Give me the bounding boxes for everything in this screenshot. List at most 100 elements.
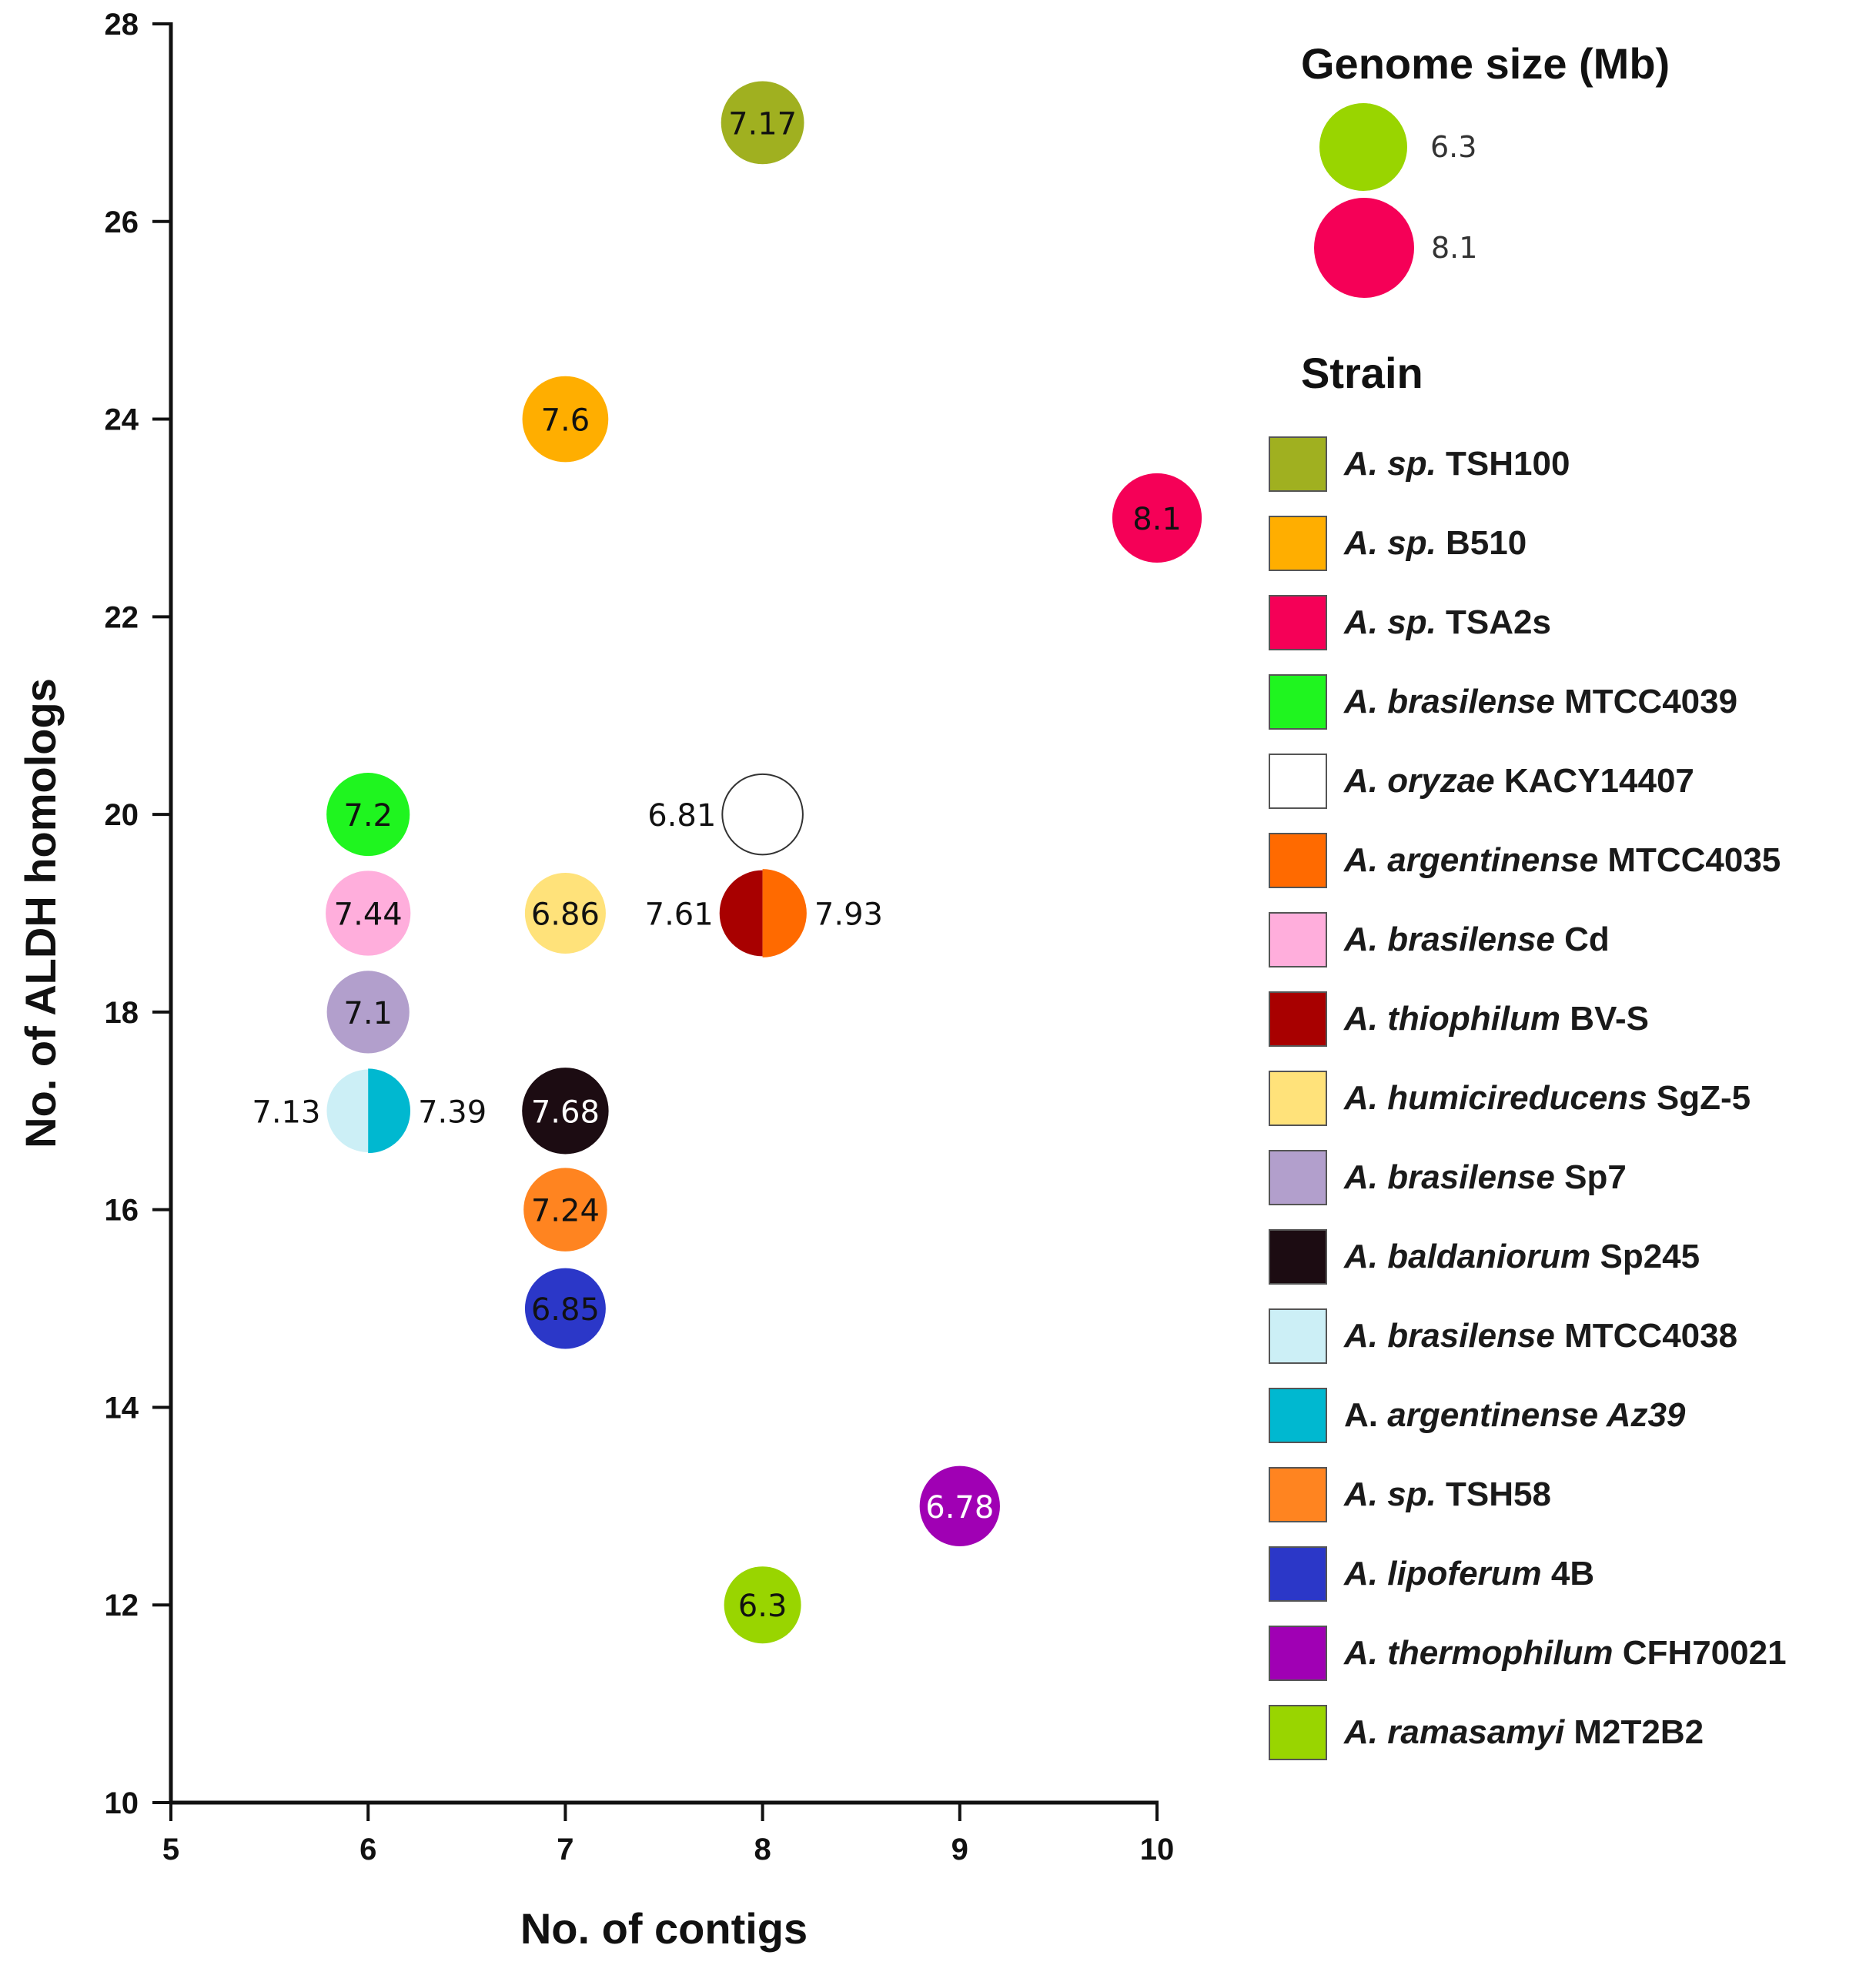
legend-item: A. lipoferum 4B xyxy=(1269,1534,1787,1613)
legend-label: A. sp. TSH58 xyxy=(1344,1475,1551,1513)
bubble-label: 7.61 xyxy=(645,897,714,933)
legend-swatch xyxy=(1269,515,1327,571)
bubble-sp7 xyxy=(326,971,410,1054)
legend-swatch xyxy=(1269,1070,1327,1126)
bubble-sp245 xyxy=(522,1068,609,1155)
legend-item: A. sp. TSH58 xyxy=(1269,1455,1787,1534)
legend-label: A. thermophilum CFH70021 xyxy=(1344,1633,1787,1672)
bubble-tsa2s xyxy=(1112,473,1202,563)
x-tick-label: 5 xyxy=(162,1833,179,1866)
legend-item: A. sp. TSH100 xyxy=(1269,424,1787,503)
y-tick-label: 24 xyxy=(105,403,139,437)
bubble-label: 7.2 xyxy=(343,798,393,834)
legend-label: A. ramasamyi M2T2B2 xyxy=(1344,1713,1704,1751)
legend-label: A. humicireducens SgZ-5 xyxy=(1344,1078,1751,1117)
size-legend-circle-small xyxy=(1319,103,1407,191)
bubble-label: 6.81 xyxy=(647,798,716,834)
legend-item: A. thiophilum BV-S xyxy=(1269,979,1787,1058)
legend-label: A. oryzae KACY14407 xyxy=(1344,761,1694,800)
x-tick-label: 9 xyxy=(951,1833,968,1866)
legend-item: A. humicireducens SgZ-5 xyxy=(1269,1058,1787,1138)
legend-label: A. argentinense MTCC4035 xyxy=(1344,840,1781,879)
legend-label: A. brasilense MTCC4039 xyxy=(1344,682,1738,720)
x-tick-label: 6 xyxy=(359,1833,376,1866)
bubble-label: 7.1 xyxy=(343,996,393,1031)
bubble-label: 7.6 xyxy=(541,403,590,439)
legend-swatch xyxy=(1269,991,1327,1047)
legend-item: A. sp. B510 xyxy=(1269,503,1787,583)
legend-swatch xyxy=(1269,1308,1327,1364)
size-legend-item-large: 8.1 xyxy=(1314,198,1477,298)
size-legend-label-small: 6.3 xyxy=(1430,130,1477,164)
y-tick-label: 12 xyxy=(105,1589,139,1622)
genome-size-legend-title: Genome size (Mb) xyxy=(1301,39,1670,88)
bubble-tsh100 xyxy=(721,81,804,165)
x-tick-label: 8 xyxy=(754,1833,771,1866)
legend-label: A. thiophilum BV-S xyxy=(1344,999,1649,1038)
bubble-4b xyxy=(524,1268,606,1349)
bubble-bv-s xyxy=(719,870,763,957)
legend-item: A. brasilense MTCC4039 xyxy=(1269,662,1787,741)
x-tick-label: 7 xyxy=(557,1833,574,1866)
legend-item: A. brasilense MTCC4038 xyxy=(1269,1296,1787,1375)
bubble-label: 6.3 xyxy=(738,1589,788,1624)
size-legend-label-large: 8.1 xyxy=(1431,231,1478,265)
legend-item: A. brasilense Cd xyxy=(1269,900,1787,979)
bubble-m2t2b2 xyxy=(724,1566,801,1644)
legend-swatch xyxy=(1269,1387,1327,1443)
legend-item: A. baldaniorum Sp245 xyxy=(1269,1217,1787,1296)
legend-item: A. oryzae KACY14407 xyxy=(1269,741,1787,820)
bubble-mtcc4038 xyxy=(326,1069,369,1153)
legend-swatch xyxy=(1269,1704,1327,1760)
y-tick-label: 10 xyxy=(105,1786,139,1820)
bubble-cd xyxy=(326,871,411,956)
legend-item: A. thermophilum CFH70021 xyxy=(1269,1613,1787,1693)
legend-label: A. brasilense Cd xyxy=(1344,920,1610,958)
legend-swatch xyxy=(1269,1546,1327,1602)
size-legend-item-small: 6.3 xyxy=(1319,103,1476,191)
legend-label: A. sp. TSA2s xyxy=(1344,603,1551,641)
legend-swatch xyxy=(1269,594,1327,650)
bubble-tsh58 xyxy=(523,1168,607,1252)
legend-swatch xyxy=(1269,911,1327,967)
legend-swatch xyxy=(1269,1149,1327,1205)
bubble-label: 7.93 xyxy=(814,897,883,933)
x-tick-label: 10 xyxy=(1140,1833,1175,1866)
bubble-label: 8.1 xyxy=(1132,502,1182,537)
legend-swatch xyxy=(1269,1228,1327,1285)
bubble-label: 7.68 xyxy=(531,1094,600,1130)
legend-label: A. brasilense Sp7 xyxy=(1344,1158,1627,1196)
strain-legend: A. sp. TSH100 A. sp. B510 A. sp. TSA2s A. b… xyxy=(1269,424,1787,1772)
y-tick-label: 26 xyxy=(105,206,139,239)
x-axis-title: No. of contigs xyxy=(520,1904,808,1953)
y-tick-label: 20 xyxy=(105,798,139,832)
legend-label: A. lipoferum 4B xyxy=(1344,1554,1595,1592)
bubble-label: 7.24 xyxy=(531,1194,600,1229)
bubble-label: 7.39 xyxy=(418,1094,487,1130)
bubble-kacy14407 xyxy=(721,773,804,856)
legend-item: A. ramasamyi M2T2B2 xyxy=(1269,1693,1787,1772)
legend-item: A. argentinense Az39 xyxy=(1269,1375,1787,1455)
legend-item: A. sp. TSA2s xyxy=(1269,583,1787,662)
strain-legend-title: Strain xyxy=(1301,349,1423,397)
y-tick-label: 16 xyxy=(105,1194,139,1228)
bubble-label: 7.13 xyxy=(252,1094,320,1130)
bubble-label: 6.78 xyxy=(925,1490,994,1526)
bubble-label: 6.85 xyxy=(531,1292,600,1328)
legend-swatch xyxy=(1269,832,1327,888)
y-tick-label: 18 xyxy=(105,996,139,1030)
y-tick-label: 28 xyxy=(105,8,139,42)
legend-swatch xyxy=(1269,436,1327,492)
bubble-b510 xyxy=(522,376,609,463)
size-legend-circle-large xyxy=(1314,198,1414,298)
bubble-sgz-5 xyxy=(524,872,606,954)
legend-item: A. argentinense MTCC4035 xyxy=(1269,820,1787,900)
legend-label: A. sp. TSH100 xyxy=(1344,444,1570,483)
axes: 5 6 7 8 9 10 10 12 14 16 18 20 22 24 26 28 No. of contig… xyxy=(16,8,1174,1953)
bubble-argentinense-az39 xyxy=(368,1068,411,1154)
legend-label: A. argentinense Az39 xyxy=(1344,1395,1686,1434)
bubble-mtcc4035 xyxy=(762,869,807,957)
bubble-label: 7.44 xyxy=(334,897,403,933)
legend-swatch xyxy=(1269,1625,1327,1681)
